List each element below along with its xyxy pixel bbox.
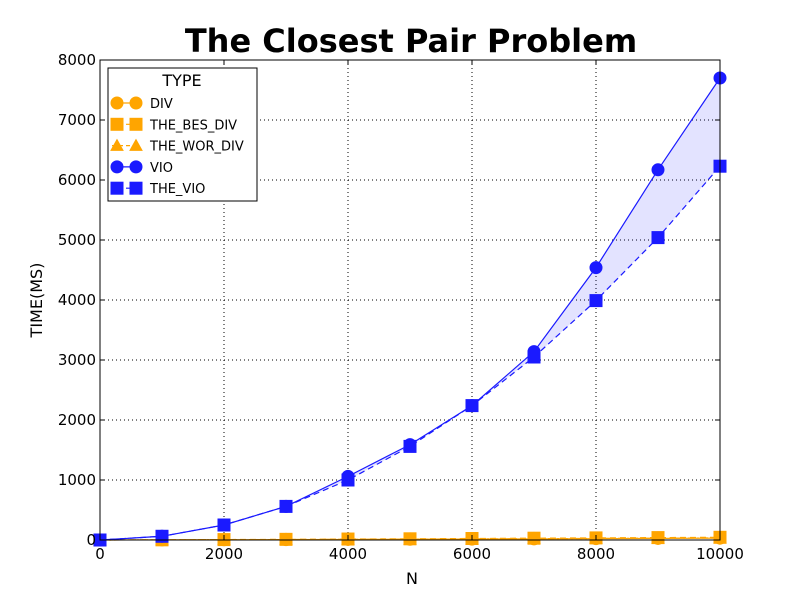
y-tick-label: 6000 bbox=[58, 171, 96, 189]
data-point-square bbox=[110, 181, 124, 195]
data-point-circle bbox=[110, 160, 124, 174]
data-point-square bbox=[403, 439, 417, 453]
x-tick-label: 4000 bbox=[329, 545, 367, 563]
legend-label: THE_VIO bbox=[149, 182, 205, 197]
y-tick-label: 0 bbox=[86, 531, 96, 549]
data-point-square bbox=[129, 181, 143, 195]
data-point-square bbox=[589, 294, 603, 308]
x-tick-label: 2000 bbox=[205, 545, 243, 563]
legend-item: VIO bbox=[110, 160, 173, 176]
grid bbox=[100, 60, 720, 540]
x-tick-label: 6000 bbox=[453, 545, 491, 563]
data-point-circle bbox=[110, 96, 124, 110]
x-tick-label: 8000 bbox=[577, 545, 615, 563]
legend-label: THE_BES_DIV bbox=[149, 118, 237, 133]
legend-item: THE_VIO bbox=[110, 181, 205, 197]
data-point-square bbox=[651, 231, 665, 245]
data-point-triangle bbox=[110, 138, 124, 151]
ticks: 0 2000 4000 6000 8000 10000 0 1000 2000 3000 4000 5… bbox=[58, 51, 744, 563]
y-tick-label: 5000 bbox=[58, 231, 96, 249]
legend-box bbox=[107, 67, 258, 202]
y-tick-label: 1000 bbox=[58, 471, 96, 489]
data-point-square bbox=[129, 117, 143, 131]
data-point-triangle bbox=[527, 531, 541, 544]
y-tick-label: 3000 bbox=[58, 351, 96, 369]
legend-label: VIO bbox=[150, 161, 173, 176]
data-point-square bbox=[279, 499, 293, 513]
data-point-circle bbox=[651, 163, 665, 177]
legend-item: THE_WOR_DIV bbox=[110, 138, 244, 155]
data-point-triangle bbox=[279, 532, 293, 545]
data-point-square bbox=[217, 518, 231, 532]
data-point-circle bbox=[589, 261, 603, 275]
y-tick-label: 2000 bbox=[58, 411, 96, 429]
x-tick-label: 10000 bbox=[696, 545, 744, 563]
legend-label: DIV bbox=[150, 97, 173, 112]
y-tick-label: 4000 bbox=[58, 291, 96, 309]
data-point-triangle bbox=[403, 532, 417, 545]
series-line bbox=[99, 165, 721, 541]
data-point-triangle bbox=[129, 138, 143, 151]
data-point-circle bbox=[129, 96, 143, 110]
chart-title: The Closest Pair Problem bbox=[185, 22, 637, 60]
y-tick-label: 8000 bbox=[58, 51, 96, 69]
data-point-square bbox=[110, 117, 124, 131]
x-axis-label: N bbox=[406, 569, 418, 588]
x-tick-label: 0 bbox=[95, 545, 105, 563]
y-axis-label: TIME(MS) bbox=[27, 263, 46, 339]
legend-label: THE_WOR_DIV bbox=[149, 140, 244, 155]
data-point-square bbox=[465, 399, 479, 413]
legend: TYPE DIV THE_BES_DIV THE_WOR_DIV VIO THE_VIO bbox=[107, 67, 258, 202]
series-the-vio bbox=[93, 159, 727, 547]
legend-items: DIV THE_BES_DIV THE_WOR_DIV VIO THE_VIO bbox=[110, 96, 244, 197]
data-point-circle bbox=[129, 160, 143, 174]
data-point-square bbox=[341, 473, 355, 487]
legend-item: DIV bbox=[110, 96, 173, 112]
legend-item: THE_BES_DIV bbox=[110, 117, 237, 133]
data-point-square bbox=[155, 529, 169, 543]
data-point-square bbox=[527, 350, 541, 364]
legend-title: TYPE bbox=[161, 71, 201, 90]
y-tick-label: 7000 bbox=[58, 111, 96, 129]
